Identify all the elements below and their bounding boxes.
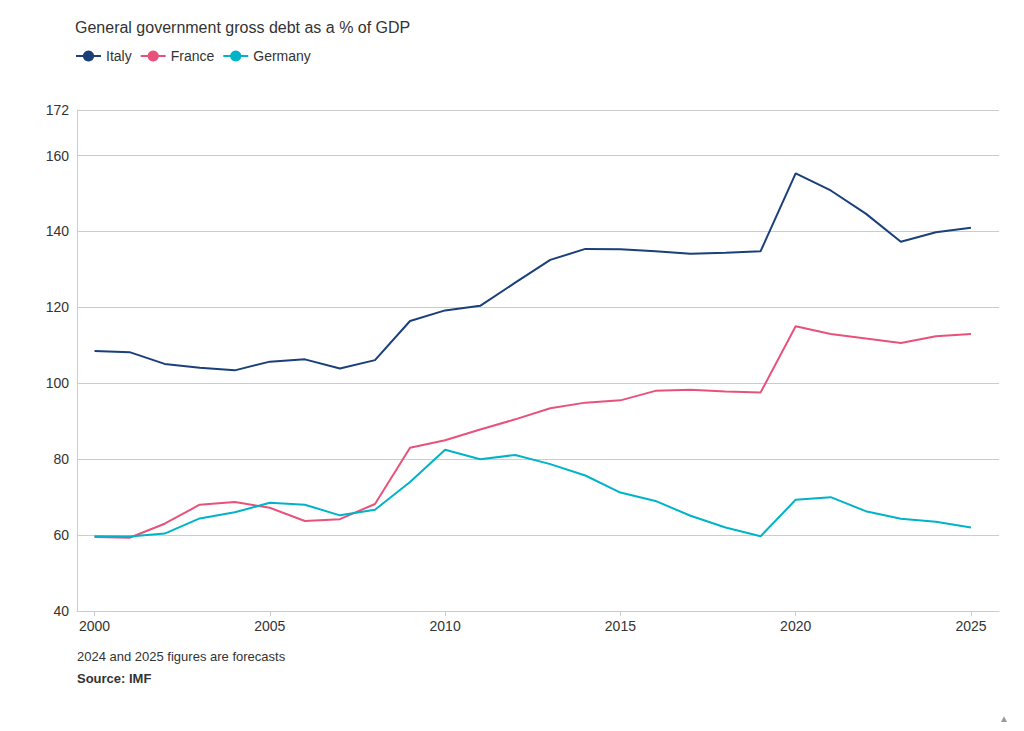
svg-text:100: 100 <box>46 375 70 391</box>
svg-text:General government gross debt: General government gross debt as a % of … <box>75 19 410 36</box>
svg-text:Source: IMF: Source: IMF <box>77 671 151 686</box>
svg-text:172: 172 <box>46 102 70 118</box>
svg-text:120: 120 <box>46 299 70 315</box>
svg-text:2005: 2005 <box>254 618 285 634</box>
svg-text:80: 80 <box>53 451 69 467</box>
svg-text:▲: ▲ <box>999 713 1009 724</box>
svg-text:2015: 2015 <box>605 618 636 634</box>
svg-text:Italy: Italy <box>106 48 132 64</box>
svg-text:2024 and 2025 figures are fore: 2024 and 2025 figures are forecasts <box>77 649 286 664</box>
svg-text:2000: 2000 <box>79 618 110 634</box>
svg-text:2020: 2020 <box>780 618 811 634</box>
svg-text:2025: 2025 <box>955 618 986 634</box>
svg-text:60: 60 <box>53 527 69 543</box>
svg-text:160: 160 <box>46 148 70 164</box>
svg-text:France: France <box>171 48 215 64</box>
svg-text:2010: 2010 <box>430 618 461 634</box>
svg-text:40: 40 <box>53 603 69 619</box>
svg-text:Germany: Germany <box>253 48 311 64</box>
svg-text:140: 140 <box>46 223 70 239</box>
